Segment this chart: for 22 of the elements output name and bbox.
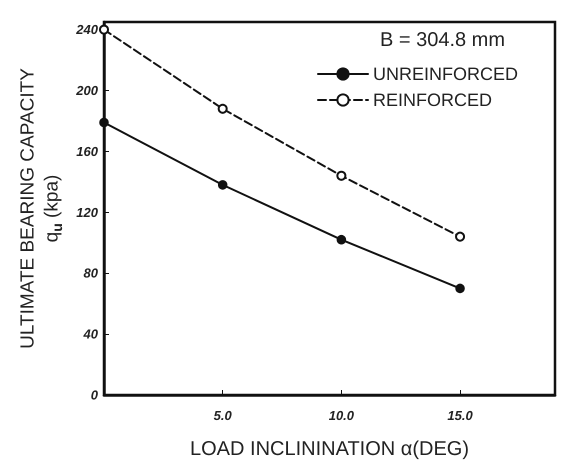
legend-label: UNREINFORCED [373,64,518,84]
point [99,118,109,128]
x-axis-title: LOAD INCLININATION α(DEG) [190,438,469,460]
point [336,170,346,181]
y-tick-label: 0 [90,388,99,402]
point [218,104,228,114]
point [218,180,228,190]
y-tick-label: 240 [75,22,99,38]
point [336,234,346,244]
x-tick-label: 15.0 [447,408,474,423]
x-tick-label: 10.0 [328,408,355,423]
y-tick-label: 120 [76,204,99,220]
legend-label: REINFORCED [373,90,492,110]
y-tick-label: 160 [76,144,99,159]
y-tick-label: 80 [84,266,99,281]
legend-title: B = 304.8 mm [380,29,506,51]
point [455,232,466,242]
y-tick-label: 40 [82,326,99,342]
point [455,284,465,294]
y-tick-label: 200 [75,83,99,98]
point [99,24,109,35]
x-tick-label: 5.0 [214,408,232,423]
